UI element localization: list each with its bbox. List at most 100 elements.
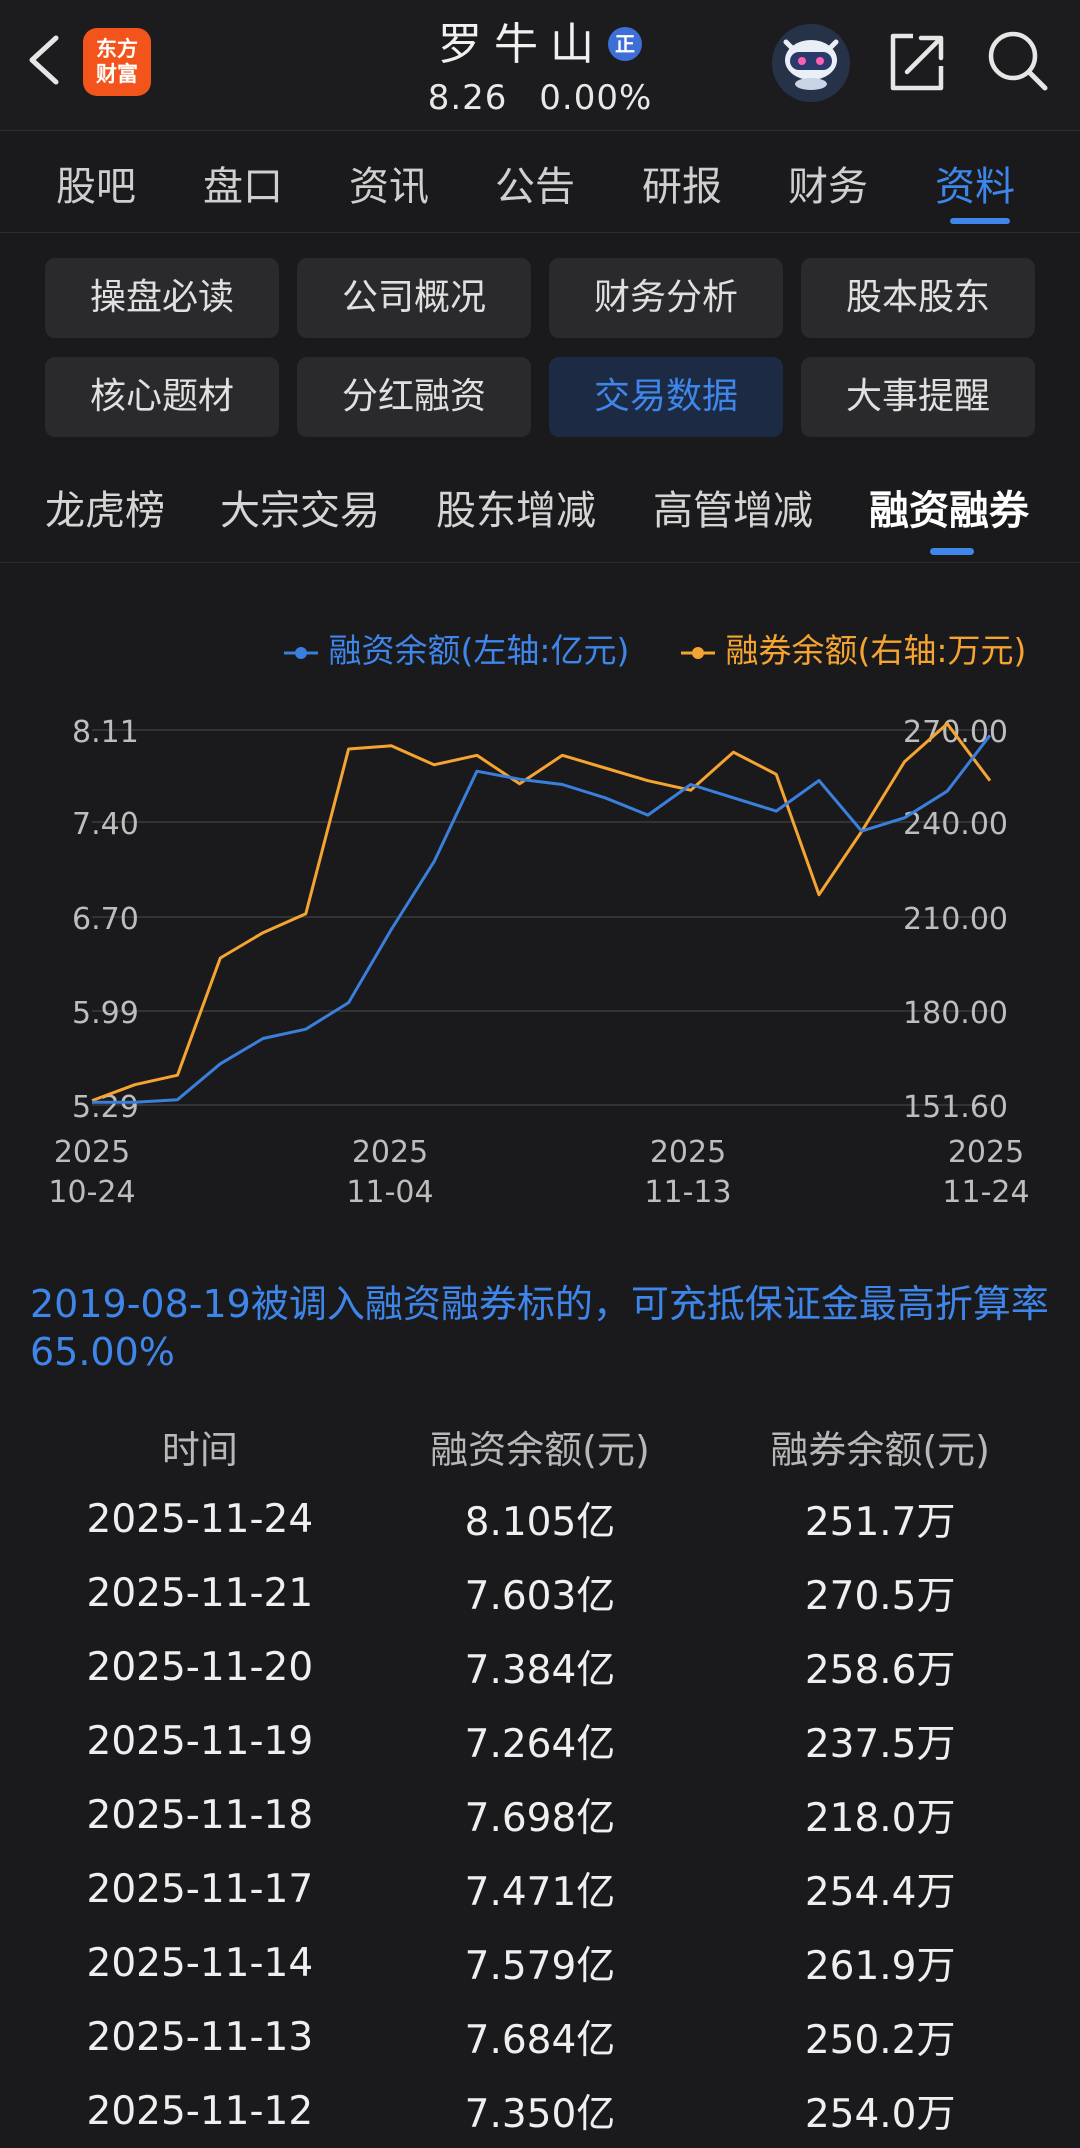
- cell-date: 2025-11-14: [86, 1940, 314, 1986]
- margin-records-table: 时间 融资余额(元) 融券余额(元) 2025-11-24 8.105亿 251.7…: [0, 1410, 1080, 2148]
- cell-date: 2025-11-18: [86, 1792, 314, 1838]
- top-bar: 东方 财富 罗牛山正 8.26 0.00%: [0, 0, 1080, 131]
- header-financing: 融资余额(元): [430, 1427, 650, 1472]
- btn-financial-analysis[interactable]: 财务分析: [549, 258, 783, 338]
- legend-securities: 融券余额(右轴:万元): [681, 624, 1026, 672]
- active-subtab-indicator: [930, 548, 974, 555]
- margin-chart: 融资余额(左轴:亿元) 融券余额(右轴:万元) 8.11 7.40 6.70 5.99…: [0, 600, 1080, 1220]
- right-axis-tick: 180.00: [903, 996, 1008, 1031]
- right-axis-tick: 210.00: [903, 902, 1008, 937]
- subtab-margin-trading[interactable]: 融资融券: [869, 488, 1029, 534]
- app-logo[interactable]: 东方 财富: [83, 28, 151, 96]
- cell-financing: 7.471亿: [464, 1870, 616, 1915]
- cell-securities: 250.2万: [804, 2018, 956, 2063]
- btn-dividends-financing[interactable]: 分红融资: [297, 357, 531, 437]
- legend-financing-label: 融资余额(左轴:亿元): [328, 631, 630, 670]
- financing-balance-line: [92, 734, 992, 1104]
- subtab-executive-changes[interactable]: 高管增减: [653, 488, 813, 534]
- cell-date: 2025-11-19: [86, 1718, 314, 1764]
- cell-financing: 7.264亿: [464, 1722, 616, 1767]
- table-row[interactable]: 2025-11-17 7.471亿 254.4万: [0, 1852, 1080, 1926]
- x-axis-year: 2025: [54, 1135, 130, 1170]
- table-header-row: 时间 融资余额(元) 融券余额(元): [0, 1410, 1080, 1482]
- robot-assistant-icon[interactable]: [772, 24, 850, 102]
- share-icon[interactable]: [885, 30, 949, 94]
- cell-financing: 7.350亿: [464, 2092, 616, 2137]
- cell-securities: 261.9万: [804, 1944, 956, 1989]
- tab-finance[interactable]: 财务: [788, 164, 868, 210]
- table-row[interactable]: 2025-11-24 8.105亿 251.7万: [0, 1482, 1080, 1556]
- tab-pankou[interactable]: 盘口: [203, 164, 283, 210]
- table-row[interactable]: 2025-11-20 7.384亿 258.6万: [0, 1630, 1080, 1704]
- x-axis-year: 2025: [352, 1135, 428, 1170]
- right-axis-tick: 151.60: [903, 1090, 1008, 1125]
- badge: 正: [608, 27, 642, 61]
- cell-date: 2025-11-20: [86, 1644, 314, 1690]
- table-row[interactable]: 2025-11-18 7.698亿 218.0万: [0, 1778, 1080, 1852]
- table-row[interactable]: 2025-11-21 7.603亿 270.5万: [0, 1556, 1080, 1630]
- cell-securities: 254.0万: [804, 2092, 956, 2137]
- header-securities: 融券余额(元): [770, 1427, 990, 1472]
- cell-securities: 254.4万: [804, 1870, 956, 1915]
- cell-date: 2025-11-17: [86, 1866, 314, 1912]
- cell-securities: 237.5万: [804, 1722, 956, 1767]
- chart-plot: 8.117.406.705.995.29270.00240.00210.0018…: [48, 715, 1029, 1210]
- table-row[interactable]: 2025-11-13 7.684亿 250.2万: [0, 2000, 1080, 2074]
- cell-financing: 7.384亿: [464, 1648, 616, 1693]
- tab-guba[interactable]: 股吧: [56, 164, 136, 210]
- cell-financing: 7.603亿: [464, 1574, 616, 1619]
- stock-price: 8.26: [427, 78, 508, 118]
- btn-company-overview[interactable]: 公司概况: [297, 258, 531, 338]
- x-axis-date: 11-04: [346, 1175, 433, 1210]
- table-row[interactable]: 2025-11-19 7.264亿 237.5万: [0, 1704, 1080, 1778]
- cell-securities: 218.0万: [804, 1796, 956, 1841]
- btn-major-events[interactable]: 大事提醒: [801, 357, 1035, 437]
- btn-core-themes[interactable]: 核心题材: [45, 357, 279, 437]
- cell-financing: 8.105亿: [464, 1500, 616, 1545]
- subtab-dragon-tiger[interactable]: 龙虎榜: [45, 488, 165, 534]
- x-axis-year: 2025: [948, 1135, 1024, 1170]
- legend-securities-marker: [681, 646, 715, 659]
- tab-research[interactable]: 研报: [642, 164, 722, 210]
- cell-securities: 251.7万: [804, 1500, 956, 1545]
- stock-title: 罗牛山正 8.26 0.00%: [340, 8, 740, 118]
- cell-securities: 258.6万: [804, 1648, 956, 1693]
- search-icon[interactable]: [985, 28, 1051, 94]
- legend-financing: 融资余额(左轴:亿元): [284, 624, 629, 672]
- cell-date: 2025-11-21: [86, 1570, 314, 1616]
- cell-securities: 270.5万: [804, 1574, 956, 1619]
- right-axis-tick: 240.00: [903, 807, 1008, 842]
- subtab-holder-changes[interactable]: 股东增减: [436, 488, 596, 534]
- x-axis-date: 10-24: [48, 1175, 135, 1210]
- subtab-block-trades[interactable]: 大宗交易: [220, 488, 380, 534]
- securities-balance-line: [91, 722, 992, 1103]
- cell-financing: 7.684亿: [464, 2018, 616, 2063]
- btn-trading-data[interactable]: 交易数据: [549, 357, 783, 437]
- tab-announcements[interactable]: 公告: [495, 164, 575, 210]
- tab-profile[interactable]: 资料: [935, 164, 1015, 210]
- logo-line1: 东方: [96, 37, 138, 61]
- margin-eligibility-note: 2019-08-19被调入融资融券标的，可充抵保证金最高折算率65.00%: [30, 1282, 1049, 1374]
- btn-trading-essentials[interactable]: 操盘必读: [45, 258, 279, 338]
- cell-financing: 7.698亿: [464, 1796, 616, 1841]
- main-tabs: 股吧 盘口 资讯 公告 研报 财务 资料: [0, 132, 1080, 233]
- stock-change: 0.00%: [539, 78, 653, 118]
- tab-news[interactable]: 资讯: [349, 164, 429, 210]
- left-axis-tick: 8.11: [72, 715, 139, 750]
- header-date: 时间: [161, 1427, 238, 1472]
- legend-securities-label: 融券余额(右轴:万元): [725, 631, 1027, 670]
- trading-data-subtabs: 龙虎榜 大宗交易 股东增减 高管增减 融资融券: [0, 470, 1080, 563]
- left-axis-tick: 5.99: [72, 996, 139, 1031]
- table-row[interactable]: 2025-11-12 7.350亿 254.0万: [0, 2074, 1080, 2148]
- cell-date: 2025-11-12: [86, 2088, 314, 2134]
- logo-line2: 财富: [96, 62, 138, 86]
- btn-shareholders[interactable]: 股本股东: [801, 258, 1035, 338]
- left-axis-tick: 6.70: [72, 902, 139, 937]
- table-row[interactable]: 2025-11-14 7.579亿 261.9万: [0, 1926, 1080, 2000]
- left-axis-tick: 7.40: [72, 807, 139, 842]
- back-icon[interactable]: [20, 30, 70, 90]
- cell-date: 2025-11-13: [86, 2014, 314, 2060]
- active-tab-indicator: [950, 218, 1010, 224]
- x-axis-year: 2025: [650, 1135, 726, 1170]
- legend-financing-marker: [284, 646, 318, 659]
